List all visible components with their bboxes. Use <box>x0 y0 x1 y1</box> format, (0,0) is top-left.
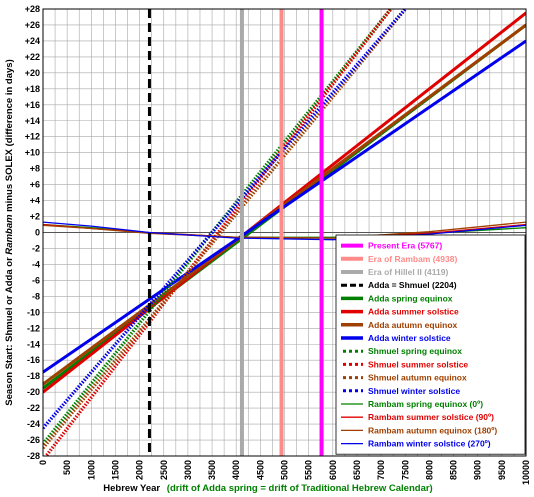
y-tick-label: +12 <box>25 132 40 142</box>
x-tick-label: 9000 <box>473 460 483 480</box>
legend-label: Adda summer solstice <box>368 307 459 317</box>
x-tick-label: 8000 <box>424 460 434 480</box>
series-line-1 <box>43 11 526 394</box>
y-tick-label: +6 <box>30 180 40 190</box>
y-tick-label: +28 <box>25 4 40 14</box>
y-tick-label: +22 <box>25 52 40 62</box>
legend-label: Rambam spring equinox (0º) <box>368 399 483 409</box>
x-tick-label: 6000 <box>328 460 338 480</box>
x-tick-label: 0 <box>38 460 48 465</box>
y-tick-label: -2 <box>32 243 40 253</box>
legend-label: Era of Rambam (4938) <box>368 254 457 264</box>
y-tick-label: -14 <box>27 339 40 349</box>
x-tick-label: 2500 <box>159 460 169 480</box>
series-layer <box>43 9 526 456</box>
series-line-3 <box>43 39 526 374</box>
series-line-5 <box>43 9 393 456</box>
x-tick-label: 4500 <box>255 460 265 480</box>
x-tick-label: 1000 <box>86 460 96 480</box>
legend-label: Shmuel winter solstice <box>368 386 460 396</box>
series-line-6 <box>43 9 407 450</box>
x-tick-label: 3500 <box>207 460 217 480</box>
era-lines <box>147 9 324 456</box>
y-axis-label-part: minus SOLEX (difference in days) <box>4 59 15 214</box>
legend-label: Shmuel summer solstice <box>368 359 468 369</box>
y-tick-label: -22 <box>27 403 40 413</box>
legend-label: Adda autumn equinox <box>368 320 458 330</box>
legend-label: Rambam winter solstice (270º) <box>368 439 491 449</box>
y-tick-label: +4 <box>30 196 40 206</box>
legend-label: Era of Hillel II (4119) <box>368 267 448 277</box>
series-line-7 <box>43 9 407 430</box>
y-tick-label: +8 <box>30 164 40 174</box>
y-tick-label: +14 <box>25 116 40 126</box>
y-tick-label: -12 <box>27 323 40 333</box>
x-tick-label: 6500 <box>352 460 362 480</box>
x-tick-label: 9500 <box>497 460 507 480</box>
plot-frame <box>42 8 527 457</box>
legend-label: Adda = Shmuel (2204) <box>368 280 457 290</box>
y-axis-label-part: Season Start: Shmuel or Adda or <box>4 255 15 406</box>
x-tick-label: 5500 <box>304 460 314 480</box>
x-tick-label: 7000 <box>376 460 386 480</box>
x-tick-label: 500 <box>62 460 72 475</box>
y-tick-label: -28 <box>27 451 40 461</box>
x-tick-labels: 0 500 1000 1500 2000 2500 3000 3500 4000 4500 5000… <box>38 460 531 485</box>
y-tick-label: -26 <box>27 435 40 445</box>
x-axis-label: Hebrew Year (drift of Adda spring = drif… <box>103 483 432 494</box>
legend-label: Rambam autumn equinox (180º) <box>368 425 497 435</box>
x-tick-label: 4000 <box>231 460 241 480</box>
y-tick-label: 0 <box>35 228 40 238</box>
y-tick-label: +16 <box>25 100 40 110</box>
y-tick-label: -8 <box>32 291 40 301</box>
x-axis-title: Hebrew Year <box>103 483 160 494</box>
x-tick-label: 8500 <box>449 460 459 480</box>
y-axis-label: Season Start: Shmuel or Adda or Rambam m… <box>4 59 15 405</box>
y-tick-label: -6 <box>32 275 40 285</box>
y-tick-label: +20 <box>25 68 40 78</box>
y-tick-label: -18 <box>27 371 40 381</box>
legend-box <box>335 234 526 455</box>
legend: Present Era (5767) Era of Rambam (4938) Er… <box>335 234 526 455</box>
x-tick-label: 1500 <box>110 460 120 480</box>
x-tick-label: 5000 <box>280 460 290 480</box>
legend-label: Shmuel autumn equinox <box>368 373 467 383</box>
legend-label: Rambam summer solstice (90º) <box>368 412 494 422</box>
series-line-11 <box>43 221 526 241</box>
x-tick-label: 2000 <box>135 460 145 480</box>
legend-label: Adda winter solstice <box>368 333 451 343</box>
legend-label: Shmuel spring equinox <box>368 346 462 356</box>
legend-label: Present Era (5767) <box>368 241 442 251</box>
y-tick-labels: +28+26+24+22+20+18+16+14+12+10+8+6+4+20-… <box>25 4 40 461</box>
y-tick-label: -20 <box>27 387 40 397</box>
series-line-2 <box>43 23 526 386</box>
x-tick-label: 3000 <box>183 460 193 480</box>
y-tick-label: +10 <box>25 148 40 158</box>
y-tick-label: -10 <box>27 307 40 317</box>
y-tick-label: -24 <box>27 419 40 429</box>
y-tick-label: +26 <box>25 20 40 30</box>
y-tick-label: -16 <box>27 355 40 365</box>
legend-label: Adda spring equinox <box>368 293 453 303</box>
x-tick-label: 7500 <box>400 460 410 480</box>
series-line-10 <box>43 221 526 239</box>
y-axis-label-part: Rambam <box>4 214 15 255</box>
y-tick-label: -4 <box>32 259 40 269</box>
y-tick-label: +18 <box>25 84 40 94</box>
y-tick-label: +2 <box>30 212 40 222</box>
x-tick-label: 10000 <box>521 460 531 485</box>
y-tick-label: +24 <box>25 36 40 46</box>
x-axis-note: (drift of Adda spring = drift of Traditi… <box>167 483 433 494</box>
